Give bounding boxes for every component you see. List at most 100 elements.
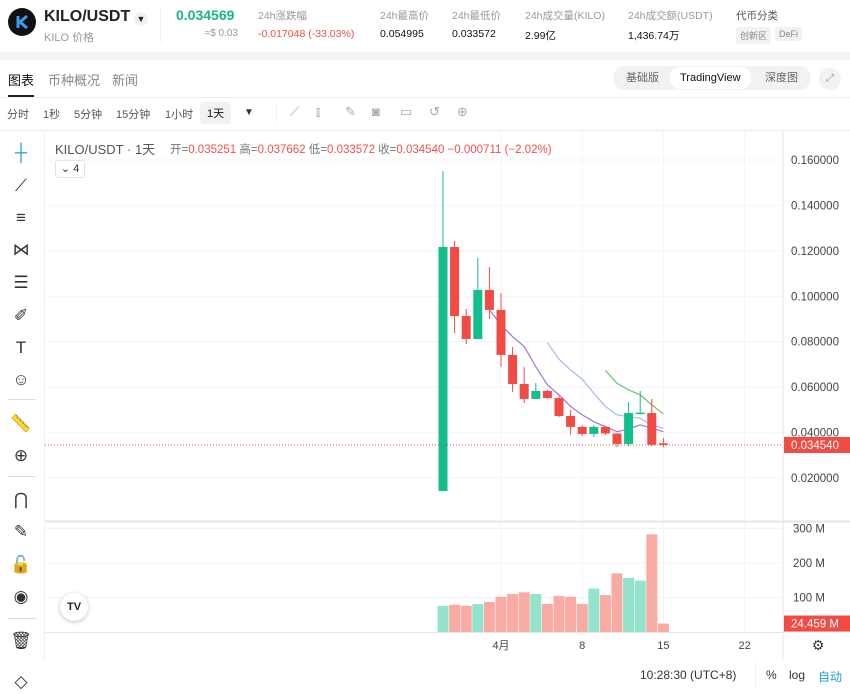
- camera-icon[interactable]: ◙: [372, 104, 380, 119]
- unlock-icon[interactable]: 🔓: [10, 555, 32, 574]
- candle-body: [461, 316, 471, 339]
- timeframe-15m[interactable]: 15分钟: [116, 109, 151, 121]
- divider: [755, 662, 756, 686]
- pencil-icon[interactable]: ✎: [345, 104, 356, 119]
- horizontal-lines-icon[interactable]: ≡: [16, 208, 26, 227]
- divider: [160, 8, 161, 42]
- last-price: 0.034569: [176, 7, 235, 23]
- view-tradingview[interactable]: TradingView: [670, 67, 751, 89]
- divider: [8, 399, 36, 400]
- fib-icon[interactable]: ☰: [13, 273, 29, 292]
- tab-overview[interactable]: 币种概况: [48, 73, 101, 88]
- candle-body: [589, 426, 599, 434]
- candle-body: [508, 354, 518, 384]
- layers-icon[interactable]: ◇: [14, 672, 28, 691]
- pair-dropdown-icon[interactable]: ▼: [134, 12, 148, 26]
- calendar-icon[interactable]: ▭: [400, 104, 413, 119]
- settings-icon[interactable]: ⚙: [812, 637, 825, 653]
- volume-bar: [460, 605, 472, 632]
- candle-body: [577, 426, 587, 434]
- view-depth[interactable]: 深度图: [765, 72, 798, 84]
- last-volume-label: 24.459 M: [791, 619, 839, 631]
- timeframe-time[interactable]: 分时: [7, 109, 29, 121]
- candle-body: [519, 383, 529, 399]
- ruler-icon[interactable]: 📏: [10, 414, 32, 433]
- candle-body: [658, 443, 668, 445]
- x-tick-label: 4月: [492, 640, 509, 652]
- usd-price: ≈$ 0.03: [204, 28, 238, 39]
- tag[interactable]: DeFi: [775, 27, 803, 41]
- volume-bar: [623, 577, 635, 632]
- volume-bar: [472, 604, 484, 632]
- undo-icon[interactable]: ↺: [429, 104, 440, 119]
- candle-body: [473, 289, 483, 339]
- brush-icon[interactable]: ✐: [13, 306, 29, 325]
- add-indicator-icon[interactable]: ⊕: [457, 104, 468, 119]
- tab-news[interactable]: 新闻: [112, 73, 139, 88]
- indicators-toggle[interactable]: ⌄ 4: [55, 160, 85, 178]
- stat-value: 0.054995: [380, 28, 424, 40]
- candle-body: [531, 391, 541, 399]
- fullscreen-icon[interactable]: ⤢: [819, 68, 841, 90]
- y-tick-label: 0.160000: [791, 155, 839, 167]
- open-value: 0.035251: [188, 144, 237, 156]
- chart-legend: KILO/USDT · 1天: [55, 139, 155, 158]
- tab-chart[interactable]: 图表: [8, 73, 35, 88]
- y-tick-label: 0.100000: [791, 291, 839, 303]
- volume-bar: [634, 580, 646, 632]
- divider: [8, 618, 36, 619]
- moving-average-line: [604, 370, 664, 415]
- close-value: 0.034540: [396, 144, 445, 156]
- volume-bar: [449, 604, 461, 632]
- pair-name: KILO/USDT: [44, 8, 131, 25]
- tradingview-logo[interactable]: TV: [60, 593, 88, 621]
- candle-body: [496, 309, 506, 355]
- trend-line-icon[interactable]: ⟋: [15, 176, 27, 195]
- low-value: 0.033572: [327, 144, 375, 156]
- high-key: 高=: [239, 144, 258, 156]
- volume-bar: [507, 594, 519, 632]
- y-tick-label: 0.120000: [791, 246, 839, 258]
- volume-bar: [518, 592, 530, 632]
- trash-icon[interactable]: 🗑: [10, 631, 32, 650]
- zoom-in-icon[interactable]: ⊕: [13, 446, 29, 465]
- y-tick-label: 0.080000: [791, 337, 839, 349]
- open-key: 开=: [170, 144, 189, 156]
- magnet-icon[interactable]: ⋂: [14, 490, 28, 509]
- emoji-icon[interactable]: ☺: [12, 370, 30, 389]
- divider: [276, 104, 277, 122]
- tab-underline: [8, 95, 34, 97]
- volume-bar: [599, 595, 611, 632]
- visibility-icon[interactable]: ◉: [13, 587, 29, 606]
- divider: [44, 131, 45, 659]
- clock: 10:28:30 (UTC+8): [640, 668, 737, 682]
- percent-toggle[interactable]: %: [766, 668, 777, 682]
- y-tick-label: 0.060000: [791, 382, 839, 394]
- x-tick-label: 8: [579, 640, 585, 652]
- volume-bar: [541, 604, 553, 632]
- pattern-icon[interactable]: ⋈: [12, 240, 30, 259]
- volume-bar: [495, 596, 507, 632]
- timeframe-more-icon[interactable]: ▼: [244, 107, 254, 118]
- auto-toggle[interactable]: 自动: [818, 670, 843, 684]
- candle-type-icon[interactable]: ⫾: [316, 104, 321, 119]
- text-icon[interactable]: T: [15, 338, 27, 357]
- crosshair-icon[interactable]: ┼: [14, 143, 28, 162]
- timeframe-1d[interactable]: 1天: [200, 102, 232, 124]
- timeframe-1h[interactable]: 1小时: [165, 109, 194, 121]
- volume-bar: [657, 623, 669, 632]
- timeframe-5m[interactable]: 5分钟: [74, 109, 103, 121]
- candle-body: [600, 426, 610, 434]
- view-basic[interactable]: 基础版: [626, 72, 659, 84]
- tag[interactable]: 创新区: [736, 27, 772, 44]
- ohlc-values: 开=0.035251 高=0.037662 低=0.033572 收=0.034…: [170, 141, 552, 157]
- stat-label: 24h涨跌幅: [258, 10, 308, 22]
- lock-drawing-icon[interactable]: ✎: [13, 522, 29, 541]
- x-tick-label: 15: [657, 640, 669, 652]
- line-chart-icon[interactable]: ⟋: [290, 104, 300, 119]
- candle-body: [624, 413, 634, 444]
- log-toggle[interactable]: log: [789, 668, 806, 682]
- timeframe-1s[interactable]: 1秒: [43, 109, 61, 121]
- stat-label: 24h最低价: [452, 10, 502, 22]
